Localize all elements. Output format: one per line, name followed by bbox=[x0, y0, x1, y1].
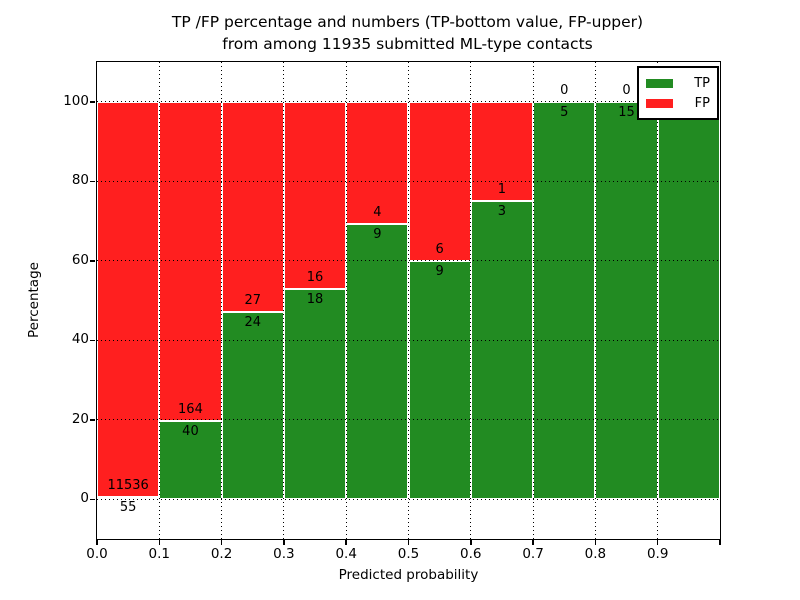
gridline-vertical bbox=[158, 62, 160, 539]
tp-count-label: 55 bbox=[119, 500, 137, 516]
y-tick-label: 0 bbox=[80, 490, 89, 507]
x-axis-tick bbox=[594, 540, 597, 545]
tp-count-label: 9 bbox=[435, 263, 444, 279]
plot-area: 115365516440272416184969130501503 0.00.1… bbox=[26, 61, 721, 583]
gridline-vertical bbox=[221, 62, 223, 539]
x-axis-tick bbox=[719, 540, 721, 545]
x-axis-label: Predicted probability bbox=[338, 567, 479, 583]
tp-count-label: 3 bbox=[497, 204, 507, 220]
fp-count-label: 16 bbox=[306, 269, 324, 285]
y-axis-tick bbox=[90, 101, 95, 103]
fp-count-label: 0 bbox=[622, 82, 631, 98]
x-axis-tick bbox=[283, 540, 285, 545]
bar-tp-segment bbox=[470, 201, 534, 500]
tp-count-label: 40 bbox=[182, 424, 199, 440]
bar-fp-segment bbox=[346, 101, 409, 225]
x-axis-tick bbox=[158, 540, 161, 545]
bar-tp-segment bbox=[657, 101, 720, 500]
fp-count-label: 164 bbox=[178, 402, 203, 418]
tp-count-label: 5 bbox=[560, 104, 569, 120]
y-tick-label: 80 bbox=[71, 172, 89, 189]
x-tick-label: 0.4 bbox=[335, 546, 357, 562]
gridline-vertical bbox=[470, 62, 472, 539]
x-tick-label: 0.2 bbox=[210, 546, 233, 562]
legend-label-tp: TP bbox=[694, 75, 710, 91]
tp-count-label: 18 bbox=[306, 291, 324, 307]
fp-count-label: 27 bbox=[244, 293, 262, 309]
y-axis-tick bbox=[90, 339, 95, 341]
bar-fp-segment bbox=[283, 101, 347, 289]
chart-title-line1: TP /FP percentage and numbers (TP-bottom… bbox=[171, 13, 644, 31]
y-tick-label: 20 bbox=[71, 410, 89, 427]
legend-item-tp: TP bbox=[646, 73, 710, 93]
x-axis-tick bbox=[220, 540, 223, 545]
bar-tp-segment bbox=[533, 101, 596, 500]
fp-count-label: 6 bbox=[435, 241, 444, 257]
fp-count-label: 0 bbox=[560, 82, 569, 98]
bar-tp-segment bbox=[408, 260, 471, 500]
x-tick-label: 0.5 bbox=[397, 546, 420, 562]
bar-tp-segment bbox=[159, 421, 222, 500]
y-axis-tick bbox=[90, 498, 95, 500]
x-axis-tick bbox=[345, 540, 347, 545]
tp-count-label: 15 bbox=[618, 104, 635, 120]
x-tick-label: 0.8 bbox=[584, 546, 607, 562]
fp-swatch-icon bbox=[646, 98, 673, 108]
legend: TP FP bbox=[637, 66, 719, 120]
tp-count-label: 9 bbox=[373, 227, 382, 243]
x-axis-tick bbox=[470, 540, 472, 545]
tp-swatch-icon bbox=[646, 78, 673, 88]
y-axis-tick bbox=[90, 180, 95, 182]
chart-title-line2: from among 11935 submitted ML-type conta… bbox=[222, 35, 593, 53]
fp-count-label: 1 bbox=[497, 182, 507, 198]
x-tick-label: 0.7 bbox=[522, 546, 544, 562]
legend-item-fp: FP bbox=[646, 93, 710, 113]
x-axis-tick bbox=[96, 540, 98, 545]
legend-label-fp: FP bbox=[694, 95, 710, 111]
y-axis-label: Percentage bbox=[26, 262, 42, 339]
x-axis-tick bbox=[532, 540, 534, 545]
bar-tp-segment bbox=[346, 224, 409, 500]
bar-tp-segment bbox=[221, 312, 284, 500]
x-tick-label: 0.1 bbox=[148, 546, 171, 562]
x-axis-tick bbox=[656, 540, 659, 545]
x-tick-label: 0.3 bbox=[273, 546, 295, 562]
y-tick-label: 40 bbox=[71, 331, 89, 348]
y-axis-tick bbox=[90, 260, 95, 262]
bar-fp-segment bbox=[97, 101, 160, 498]
bar-tp-segment bbox=[595, 101, 658, 500]
bar-fp-segment bbox=[470, 101, 534, 202]
fp-count-label: 4 bbox=[373, 205, 382, 221]
y-tick-label: 100 bbox=[63, 92, 89, 109]
bar-fp-segment bbox=[159, 101, 222, 422]
bar-tp-segment bbox=[283, 288, 347, 500]
fp-count-label: 11536 bbox=[107, 478, 149, 494]
bar-fp-segment bbox=[221, 101, 284, 313]
gridline-vertical bbox=[283, 62, 285, 539]
x-axis-tick bbox=[407, 540, 410, 545]
gridline-vertical bbox=[657, 62, 659, 539]
tp-count-label: 24 bbox=[244, 315, 262, 331]
gridline-vertical bbox=[532, 62, 534, 539]
gridline-vertical bbox=[345, 62, 347, 539]
x-tick-label: 0.9 bbox=[646, 546, 669, 562]
y-tick-label: 60 bbox=[71, 251, 89, 268]
x-tick-label: 0.0 bbox=[86, 546, 108, 562]
y-axis-tick bbox=[90, 419, 95, 421]
x-tick-label: 0.6 bbox=[460, 546, 482, 562]
gridline-vertical bbox=[408, 62, 409, 539]
chart-title: TP /FP percentage and numbers (TP-bottom… bbox=[96, 11, 719, 55]
gridline-vertical bbox=[594, 62, 596, 539]
